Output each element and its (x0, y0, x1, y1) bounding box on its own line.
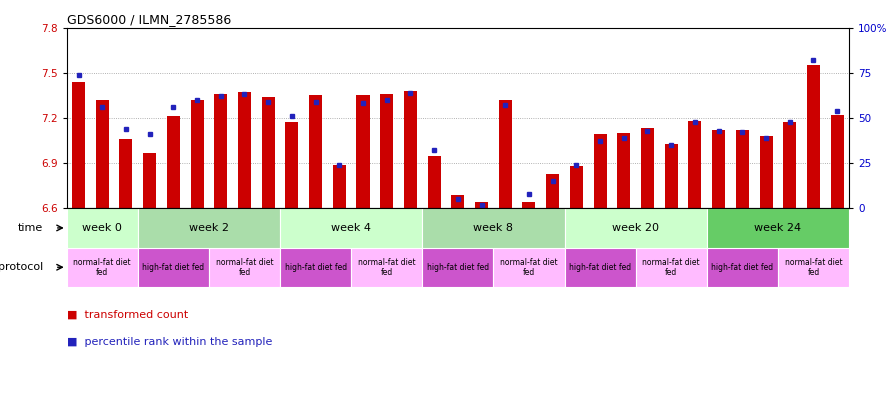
Text: week 20: week 20 (613, 223, 659, 233)
Bar (688, 121, 701, 208)
Bar (428, 156, 441, 208)
Text: high-fat diet fed: high-fat diet fed (427, 263, 489, 272)
Bar (565, 248, 636, 287)
Bar (214, 94, 228, 208)
Bar (309, 95, 322, 208)
Bar (285, 122, 299, 208)
Bar (209, 248, 280, 287)
Text: ■  transformed count: ■ transformed count (67, 309, 188, 320)
Text: high-fat diet fed: high-fat diet fed (142, 263, 204, 272)
Bar (452, 195, 464, 208)
Bar (707, 248, 778, 287)
Bar (143, 152, 156, 208)
Bar (475, 202, 488, 208)
Bar (712, 130, 725, 208)
Bar (404, 91, 417, 208)
Text: week 8: week 8 (474, 223, 513, 233)
Bar (422, 248, 493, 287)
Text: GDS6000 / ILMN_2785586: GDS6000 / ILMN_2785586 (67, 13, 231, 26)
Bar (523, 202, 535, 208)
Text: ■  percentile rank within the sample: ■ percentile rank within the sample (67, 337, 272, 347)
Text: protocol: protocol (0, 262, 43, 272)
Bar (493, 248, 565, 287)
Text: week 24: week 24 (754, 223, 802, 233)
Text: high-fat diet fed: high-fat diet fed (284, 263, 347, 272)
Bar (72, 82, 85, 208)
Text: normal-fat diet
fed: normal-fat diet fed (216, 257, 273, 277)
Text: week 2: week 2 (189, 223, 228, 233)
Bar (636, 248, 707, 287)
Bar (783, 122, 797, 208)
Bar (238, 92, 251, 208)
Bar (190, 100, 204, 208)
Text: time: time (18, 223, 43, 233)
Bar (167, 116, 180, 208)
Bar (565, 208, 707, 248)
Bar (119, 139, 132, 208)
Text: normal-fat diet
fed: normal-fat diet fed (643, 257, 700, 277)
Bar (736, 130, 749, 208)
Bar (641, 129, 654, 208)
Bar (499, 100, 512, 208)
Bar (665, 143, 677, 208)
Bar (351, 248, 422, 287)
Bar (138, 208, 280, 248)
Bar (280, 248, 351, 287)
Bar (570, 166, 583, 208)
Bar (280, 208, 422, 248)
Bar (422, 208, 565, 248)
Bar (261, 97, 275, 208)
Bar (546, 174, 559, 208)
Bar (830, 115, 844, 208)
Text: high-fat diet fed: high-fat diet fed (569, 263, 631, 272)
Text: week 4: week 4 (332, 223, 371, 233)
Bar (332, 165, 346, 208)
Text: normal-fat diet
fed: normal-fat diet fed (501, 257, 557, 277)
Text: normal-fat diet
fed: normal-fat diet fed (74, 257, 131, 277)
Bar (380, 94, 393, 208)
Text: week 0: week 0 (83, 223, 122, 233)
Bar (778, 248, 849, 287)
Bar (707, 208, 849, 248)
Bar (594, 134, 606, 208)
Bar (356, 95, 370, 208)
Bar (67, 248, 138, 287)
Text: normal-fat diet
fed: normal-fat diet fed (785, 257, 842, 277)
Bar (807, 65, 820, 208)
Bar (138, 248, 209, 287)
Bar (759, 136, 773, 208)
Text: high-fat diet fed: high-fat diet fed (711, 263, 773, 272)
Text: normal-fat diet
fed: normal-fat diet fed (358, 257, 415, 277)
Bar (617, 133, 630, 208)
Bar (96, 100, 108, 208)
Bar (67, 208, 138, 248)
